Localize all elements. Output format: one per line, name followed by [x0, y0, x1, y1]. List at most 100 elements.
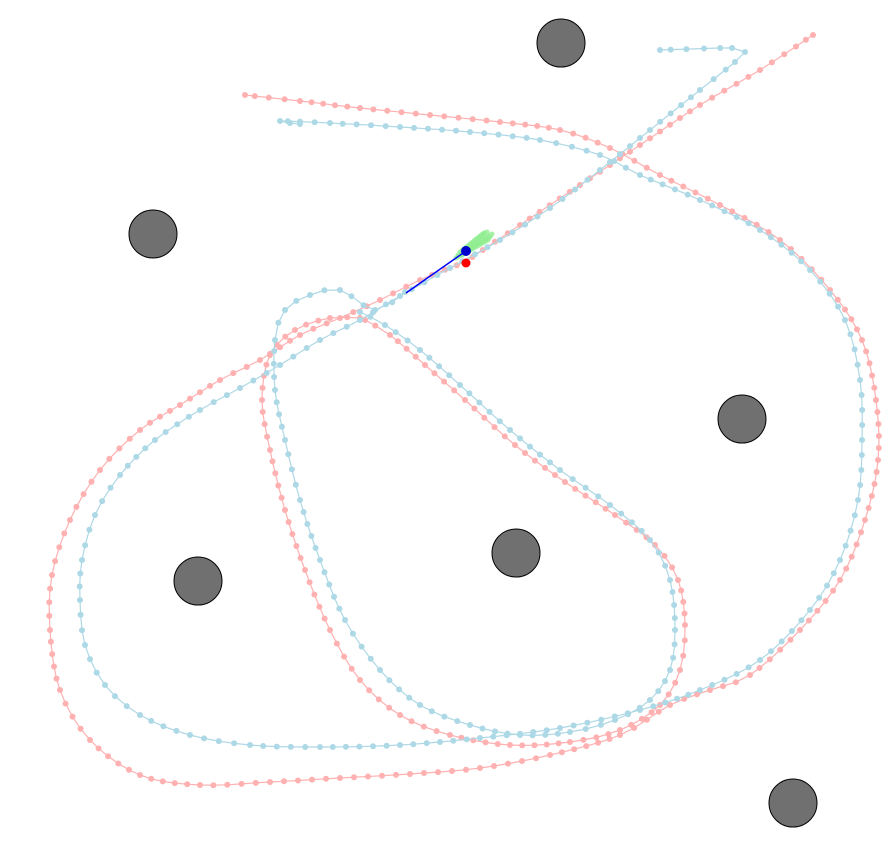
- trajectory-red-outer-point: [393, 771, 399, 778]
- trajectory-red-outer-point: [545, 124, 552, 131]
- trajectory-red-outer-point: [875, 457, 881, 463]
- trajectory-blue-outer-point: [537, 137, 543, 143]
- trajectory-red-outer-point: [230, 370, 237, 377]
- trajectory-blue-outer-point: [410, 741, 417, 748]
- trajectory-blue-loop-point: [557, 467, 563, 473]
- trajectory-red-loop-point: [259, 408, 266, 415]
- trajectory-blue-outer-point: [260, 743, 267, 749]
- trajectory-red-outer-point: [412, 110, 419, 117]
- trajectory-blue-loop-point: [517, 732, 523, 738]
- trajectory-blue-loop-point: [307, 292, 313, 298]
- trajectory-red-loop-point: [408, 718, 415, 725]
- trajectory-red-loop-point: [451, 387, 458, 394]
- trajectory-blue-loop-point: [382, 322, 388, 328]
- trajectory-blue-outer-point: [237, 385, 243, 391]
- trajectory-red-outer-point: [483, 117, 490, 124]
- trajectory-blue-outer-point: [570, 722, 577, 729]
- trajectory-red-outer-point: [87, 737, 93, 743]
- trajectory-red-exit-point: [768, 59, 775, 66]
- trajectory-red-outer-point: [717, 202, 723, 208]
- trajectory-blue-loop-point: [272, 337, 278, 343]
- trajectory-red-loop-point: [572, 485, 579, 492]
- trajectory-red-outer-point: [766, 656, 773, 663]
- trajectory-blue-outer-point: [767, 234, 774, 241]
- trajectory-red-outer-point: [390, 290, 397, 297]
- trajectory-blue-outer-point: [79, 627, 85, 634]
- trajectory-blue-loop-point: [671, 602, 678, 608]
- trajectory-blue-outer-point: [559, 196, 566, 202]
- trajectory-blue-outer-point: [685, 691, 692, 698]
- trajectory-red-loop-point: [333, 640, 340, 647]
- trajectory-blue-outer-point: [709, 202, 716, 209]
- trajectory-blue-outer-point: [745, 220, 752, 227]
- trajectory-blue-loop-point: [537, 451, 543, 458]
- trajectory-red-outer-point: [398, 109, 405, 116]
- trajectory-red-exit-point: [709, 94, 716, 101]
- trajectory-blue-loop-point: [367, 655, 374, 662]
- trajectory-blue-outer-point: [497, 237, 503, 243]
- trajectory-blue-outer-point: [467, 129, 473, 135]
- trajectory-red-outer-point: [320, 100, 327, 107]
- trajectory-blue-loop-point: [667, 577, 673, 583]
- trajectory-blue-outer-point: [807, 607, 813, 613]
- trajectory-blue-outer-point: [439, 126, 445, 133]
- trajectory-blue-outer-point: [383, 742, 390, 749]
- trajectory-red-exit-point: [793, 43, 799, 50]
- trajectory-red-exit-point: [697, 102, 703, 108]
- trajectory-red-loop-point: [507, 742, 513, 748]
- trajectory-blue-outer-point: [858, 452, 865, 458]
- trajectory-blue-outer-point: [598, 716, 605, 723]
- trajectory-blue-loop-point: [457, 382, 463, 388]
- trajectory-red-outer-point: [858, 529, 864, 536]
- trajectory-blue-loop-point: [357, 309, 363, 315]
- trajectory-red-loop-point: [481, 414, 488, 421]
- obstacle-right-middle: [717, 394, 767, 444]
- trajectory-red-exit-point: [667, 121, 673, 128]
- trajectory-red-outer-point: [310, 325, 317, 332]
- trajectory-blue-loop-point: [436, 363, 443, 370]
- trajectory-blue-outer-point: [768, 648, 774, 655]
- trajectory-red-outer-point: [607, 145, 613, 151]
- trajectory-red-outer-point: [859, 337, 865, 343]
- trajectory-blue-outer-point: [79, 557, 85, 563]
- trajectory-red-loop-point: [420, 723, 427, 730]
- trajectory-blue-outer-point: [583, 147, 590, 154]
- trajectory-red-loop-point: [386, 704, 393, 711]
- trajectory-blue-outer-point: [659, 181, 666, 188]
- trajectory-red-loop-point: [491, 424, 498, 431]
- obstacle-left-lower: [173, 556, 223, 606]
- trajectory-red-loop-point: [555, 740, 562, 747]
- trajectory-red-outer-point: [862, 517, 868, 523]
- trajectory-blue-loop-point: [542, 731, 549, 738]
- trajectory-blue-loop-point: [476, 399, 483, 406]
- trajectory-blue-loop-point: [372, 307, 378, 313]
- trajectory-red-loop-point: [681, 637, 688, 644]
- trajectory-red-outer-point: [830, 587, 837, 594]
- trajectory-blue-outer-point: [721, 208, 728, 215]
- trajectory-red-outer-point: [377, 297, 383, 303]
- trajectory-red-outer-point: [309, 776, 315, 783]
- trajectory-red-outer-point: [242, 92, 248, 98]
- trajectory-red-exit-point: [745, 73, 752, 80]
- trajectory-red-outer-point: [350, 309, 357, 316]
- trajectory-red-loop-point: [531, 742, 538, 749]
- trajectory-blue-loop-point: [595, 493, 602, 500]
- trajectory-red-outer-point: [875, 433, 882, 439]
- trajectory-red-outer-point: [251, 93, 258, 100]
- trajectory-blue-outer-point: [93, 669, 100, 676]
- trajectory-blue-outer-point: [77, 597, 83, 603]
- trajectory-blue-outer-point: [509, 133, 516, 140]
- trajectory-red-outer-point: [137, 772, 143, 778]
- trajectory-red-outer-point: [848, 316, 855, 323]
- trajectory-red-loop-point: [261, 421, 268, 428]
- trajectory-red-outer-point: [583, 743, 590, 750]
- trajectory-blue-outer-point: [657, 47, 663, 53]
- trajectory-blue-outer-point: [857, 377, 863, 383]
- trajectory-red-outer-point: [522, 121, 529, 128]
- trajectory-red-outer-point: [777, 646, 784, 653]
- trajectory-red-loop-point: [519, 742, 526, 749]
- trajectory-blue-outer-point: [854, 361, 861, 368]
- trajectory-blue-outer-point: [657, 118, 664, 125]
- trajectory-red-loop-point: [501, 433, 508, 440]
- agent-marker: [461, 246, 471, 256]
